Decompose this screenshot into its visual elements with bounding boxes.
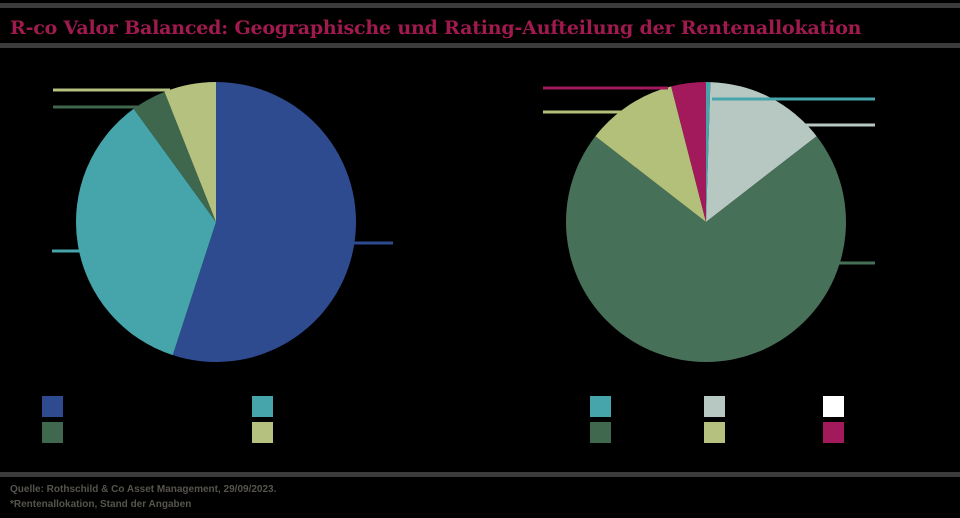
legend-swatch <box>252 422 273 443</box>
page-title: R-co Valor Balanced: Geographische und R… <box>10 17 862 39</box>
legend-swatch <box>252 396 273 417</box>
pie-slice <box>133 91 216 222</box>
legend-swatch <box>704 422 725 443</box>
pie-slice <box>172 82 356 362</box>
legend-swatch <box>704 396 725 417</box>
pie-slice <box>566 136 846 362</box>
rating-aufteilung-pie <box>566 82 846 362</box>
legend-swatch <box>590 396 611 417</box>
pie-slice <box>706 82 711 222</box>
pie-slice <box>706 82 817 222</box>
geographische-aufteilung-pie <box>76 82 356 362</box>
title-underline-rule <box>0 43 960 48</box>
legend-swatch <box>823 422 844 443</box>
pie-slice <box>595 86 706 222</box>
legend-swatch <box>590 422 611 443</box>
legend-swatch <box>42 396 63 417</box>
legend-swatch <box>42 422 63 443</box>
pie-slice <box>164 82 216 222</box>
pie-slice <box>671 82 706 222</box>
footer-rule <box>0 472 960 477</box>
pie-slice <box>76 108 217 356</box>
source-note: Quelle: Rothschild & Co Asset Management… <box>10 484 277 495</box>
footnote: *Rentenallokation, Stand der Angaben <box>10 499 192 510</box>
legend-swatch <box>823 396 844 417</box>
top-rule <box>0 3 960 8</box>
